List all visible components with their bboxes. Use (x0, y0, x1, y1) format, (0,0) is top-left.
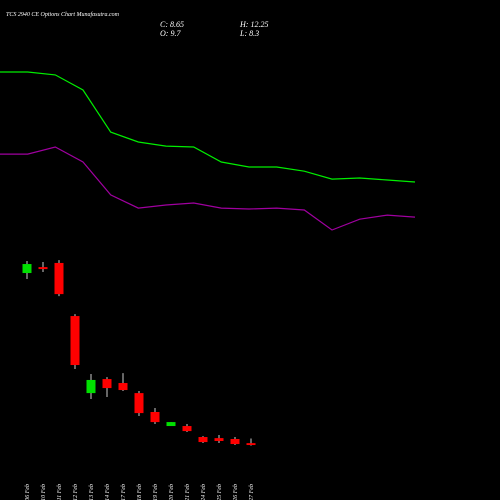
x-tick-label: 20 Feb (169, 484, 175, 500)
candle-body (102, 379, 112, 389)
x-tick-label: 17 Feb (121, 484, 127, 500)
candle-body (22, 264, 32, 274)
x-tick-label: 10 Feb (41, 484, 47, 500)
ohlc-key: L: (239, 29, 247, 38)
indicator-line (0, 71, 416, 183)
ohlc-value: 9.7 (170, 29, 181, 38)
candle-body (182, 426, 192, 432)
ohlc-value: 8.3 (249, 29, 259, 38)
ohlc-label: O: 9.7 (160, 29, 181, 38)
x-tick-label: 19 Feb (153, 484, 159, 500)
ohlc-value: 8.65 (170, 20, 184, 29)
candle-body (70, 316, 80, 366)
x-tick-label: 11 Feb (57, 484, 63, 500)
candle-body (134, 393, 144, 414)
candle-body (118, 383, 128, 391)
candle-body (214, 438, 224, 441)
candle-body (86, 379, 96, 394)
candle-body (230, 439, 240, 445)
x-tick-label: 18 Feb (137, 484, 143, 500)
indicator-line (0, 146, 416, 231)
x-tick-label: 12 Feb (73, 484, 79, 500)
candle-body (54, 262, 64, 295)
x-tick-label: 14 Feb (104, 484, 111, 500)
x-tick-label: 13 Feb (89, 484, 95, 500)
x-tick-label: 24 Feb (200, 484, 207, 500)
ohlc-key: O: (160, 29, 169, 38)
x-tick-label: 06 Feb (25, 484, 31, 500)
x-tick-label: 26 Feb (233, 484, 239, 500)
ohlc-label: H: 12.25 (239, 20, 268, 29)
candle-body (150, 412, 160, 423)
candle-body (246, 443, 256, 446)
x-tick-label: 21 Feb (185, 484, 191, 500)
ohlc-key: H: (239, 20, 249, 29)
chart-title: TCS 2940 CE Options Chart Munafasutra.co… (6, 11, 120, 18)
x-tick-label: 27 Feb (249, 484, 255, 500)
candle-body (166, 422, 176, 427)
ohlc-label: L: 8.3 (239, 29, 259, 38)
candle-body (38, 267, 48, 270)
x-tick-label: 25 Feb (217, 484, 223, 500)
ohlc-value: 12.25 (250, 20, 268, 29)
ohlc-key: C: (160, 20, 168, 29)
ohlc-label: C: 8.65 (160, 20, 184, 29)
candle-body (198, 437, 208, 443)
